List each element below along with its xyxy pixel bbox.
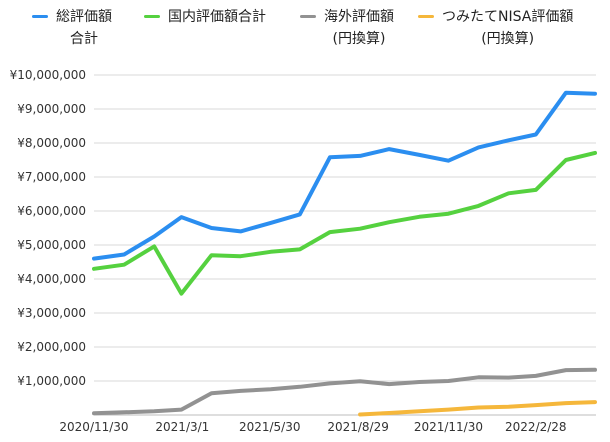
legend-label-nisa-line2: (円換算) — [481, 31, 535, 47]
y-tick-label: ¥4,000,000 — [17, 272, 86, 286]
x-tick-label: 2021/5/30 — [239, 420, 301, 434]
y-tick-label: ¥6,000,000 — [17, 204, 86, 218]
x-tick-label: 2021/3/1 — [155, 420, 209, 434]
legend-label-foreign-line2: (円換算) — [332, 31, 386, 47]
legend-label-total-line1: 総評価額 — [56, 9, 112, 25]
legend-label-domestic: 国内評価額合計 — [168, 9, 266, 25]
legend-item-foreign: 海外評価額 (円換算) — [300, 6, 394, 50]
x-tick-label: 2020/11/30 — [59, 420, 128, 434]
legend-item-total: 総評価額 合計 — [32, 6, 112, 50]
y-tick-label: ¥10,000,000 — [10, 68, 86, 82]
legend-swatch-nisa — [418, 15, 434, 18]
y-tick-label: ¥5,000,000 — [17, 238, 86, 252]
legend-item-domestic: 国内評価額合計 — [144, 6, 266, 28]
y-tick-label: ¥1,000,000 — [17, 374, 86, 388]
x-axis-tick-labels: 2020/11/30 2021/3/1 2021/5/30 2021/8/29 2021… — [59, 420, 566, 434]
legend-label-total-line2: 合計 — [70, 31, 98, 47]
y-tick-label: ¥9,000,000 — [17, 102, 86, 116]
legend-label-foreign-line1: 海外評価額 — [324, 9, 394, 25]
legend-item-nisa: つみたてNISA評価額 (円換算) — [418, 6, 573, 50]
chart-grid — [94, 74, 596, 416]
y-tick-label: ¥7,000,000 — [17, 170, 86, 184]
series-line-0 — [92, 90, 597, 261]
series-line-1 — [92, 150, 597, 296]
series-line-3 — [358, 400, 597, 417]
y-tick-label: ¥2,000,000 — [17, 340, 86, 354]
legend-swatch-domestic — [144, 15, 160, 18]
y-tick-label: ¥8,000,000 — [17, 136, 86, 150]
legend-swatch-foreign — [300, 15, 316, 18]
x-tick-label: 2021/11/30 — [414, 420, 483, 434]
x-tick-label: 2021/8/29 — [327, 420, 389, 434]
legend-swatch-total — [32, 15, 48, 18]
series-line-2 — [92, 367, 597, 416]
y-axis-tick-labels: ¥10,000,000 ¥9,000,000 ¥8,000,000 ¥7,000,00… — [10, 68, 86, 388]
x-tick-label: 2022/2/28 — [505, 420, 567, 434]
chart-series — [92, 90, 597, 417]
legend-label-nisa-line1: つみたてNISA評価額 — [442, 9, 574, 25]
legend: 総評価額 合計 国内評価額合計 海外評価額 (円換算) つみたてNISA評価額 … — [0, 6, 610, 66]
y-tick-label: ¥3,000,000 — [17, 306, 86, 320]
